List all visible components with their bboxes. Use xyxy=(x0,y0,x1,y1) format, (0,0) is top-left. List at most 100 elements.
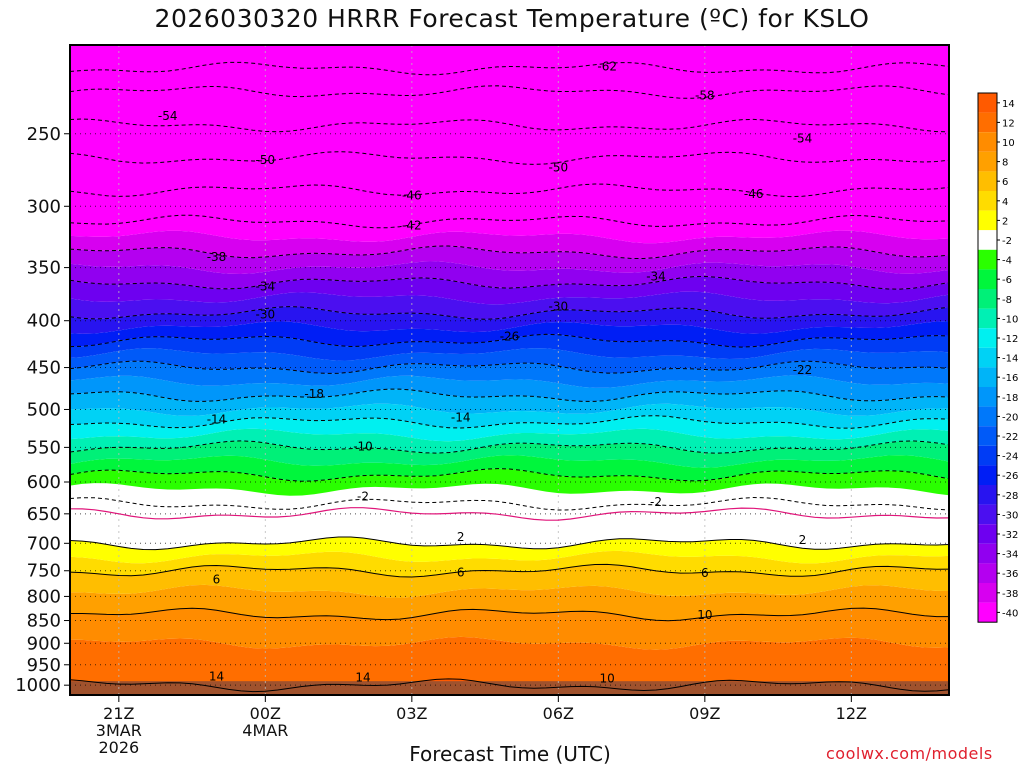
contour-label: -34 xyxy=(646,270,666,284)
temperature-band xyxy=(70,403,949,429)
colorbar-label: -30 xyxy=(1002,510,1018,521)
colorbar-label: -32 xyxy=(1002,530,1018,541)
contour-label: 14 xyxy=(209,669,224,683)
temperature-band xyxy=(70,550,949,577)
temperature-band xyxy=(70,276,949,305)
isotherm-line xyxy=(70,468,949,482)
contour-label: -22 xyxy=(793,363,813,377)
isotherm-line xyxy=(70,388,949,402)
colorbar-label: -24 xyxy=(1002,452,1018,463)
contour-label-text: -34 xyxy=(256,279,276,293)
temperature-band xyxy=(70,246,949,274)
pressure-tick-label: 650 xyxy=(27,504,61,525)
colorbar-swatch xyxy=(978,289,997,309)
contour-label-text: 10 xyxy=(600,671,615,685)
colorbar-swatch xyxy=(978,406,997,427)
isotherm-line xyxy=(70,183,949,198)
contour-label: -46 xyxy=(744,187,764,201)
temperature-band xyxy=(70,45,949,244)
isotherm-line xyxy=(70,496,949,511)
pressure-tick-label: 700 xyxy=(27,533,61,554)
colorbar-swatch xyxy=(978,249,997,270)
contour-label: -18 xyxy=(304,387,324,401)
colorbar-label: 2 xyxy=(1002,216,1008,227)
contour-label: 10 xyxy=(697,608,712,622)
pressure-tick-label: 850 xyxy=(27,611,61,632)
colorbar-label: -6 xyxy=(1002,275,1012,286)
isotherm-line xyxy=(70,333,949,348)
contour-label: 6 xyxy=(213,573,221,587)
contour-label-text: -38 xyxy=(207,250,227,264)
contour-label-text: 6 xyxy=(213,573,221,587)
x-axis-label: Forecast Time (UTC) xyxy=(409,742,611,766)
temperature-band xyxy=(70,428,949,454)
time-tick-label: 03Z xyxy=(396,704,427,723)
contour-label-text: -54 xyxy=(158,109,178,123)
colorbar-label: -16 xyxy=(1002,373,1018,384)
contour-label: -26 xyxy=(500,329,520,343)
colorbar-swatch xyxy=(978,191,997,211)
ground-layer xyxy=(70,681,949,695)
isotherm-line xyxy=(70,415,949,429)
contour-label-text: -18 xyxy=(304,387,324,401)
colorbar-swatch xyxy=(978,602,997,623)
isotherm-line xyxy=(70,151,949,165)
isotherm-line xyxy=(70,306,949,320)
contour-label: 14 xyxy=(355,671,370,685)
colorbar-label: 14 xyxy=(1002,99,1015,110)
contour-label: -50 xyxy=(549,160,569,174)
temperature-band xyxy=(70,321,949,348)
pressure-tick-label: 950 xyxy=(27,655,61,676)
colorbar-swatch xyxy=(978,583,997,603)
temperature-band xyxy=(70,440,949,468)
contour-label-text: -14 xyxy=(207,413,227,427)
freezing-line xyxy=(70,507,949,521)
isotherm-line xyxy=(70,536,949,551)
time-tick-label: 2026 xyxy=(98,738,139,757)
contour-label: -54 xyxy=(793,132,813,146)
isotherm-line xyxy=(70,118,949,133)
time-tick-label: 4MAR xyxy=(242,721,288,740)
colorbar-label: -20 xyxy=(1002,412,1018,423)
contour-label-text: -46 xyxy=(402,189,422,203)
colorbar-swatch xyxy=(978,112,997,133)
colorbar-label: -18 xyxy=(1002,393,1018,404)
temperature-band xyxy=(70,261,949,290)
contour-label: -38 xyxy=(207,250,227,264)
pressure-tick-label: 600 xyxy=(27,472,61,493)
colorbar-swatch xyxy=(978,93,997,113)
colorbar-swatch xyxy=(978,387,997,407)
contour-label-text: 14 xyxy=(209,669,224,683)
contour-label: -46 xyxy=(402,189,422,203)
contour-label-text: -42 xyxy=(402,219,422,233)
source-credit[interactable]: coolwx.com/models xyxy=(826,744,993,763)
colorbar-swatch xyxy=(978,563,997,583)
temperature-band xyxy=(70,468,949,496)
colorbar-label: -2 xyxy=(1002,236,1012,247)
pressure-tick-label: 400 xyxy=(27,311,61,332)
colorbar-swatch xyxy=(978,308,997,329)
pressure-tick-label: 300 xyxy=(27,196,61,217)
time-tick-label: 12Z xyxy=(836,704,867,723)
temperature-band xyxy=(70,537,949,564)
pressure-tick-label: 250 xyxy=(27,124,61,145)
time-tick-label: 06Z xyxy=(543,704,574,723)
colorbar-swatch xyxy=(978,269,997,289)
isotherm-line xyxy=(70,85,949,99)
colorbar-swatch xyxy=(978,347,997,368)
colorbar-label: 8 xyxy=(1002,158,1008,169)
colorbar-label: 12 xyxy=(1002,118,1015,129)
colorbar-label: -8 xyxy=(1002,295,1012,306)
contour-label-text: -54 xyxy=(793,132,813,146)
colorbar-label: -14 xyxy=(1002,354,1018,365)
contour-label: -54 xyxy=(158,109,178,123)
contour-label-text: 6 xyxy=(457,565,465,579)
temperature-band xyxy=(70,361,949,388)
colorbar-swatch xyxy=(978,445,997,466)
isotherm-line xyxy=(70,61,949,76)
colorbar-swatch xyxy=(978,132,997,152)
colorbar-label: 6 xyxy=(1002,177,1008,188)
contour-label-text: -58 xyxy=(695,88,715,102)
pressure-tick-label: 800 xyxy=(27,586,61,607)
